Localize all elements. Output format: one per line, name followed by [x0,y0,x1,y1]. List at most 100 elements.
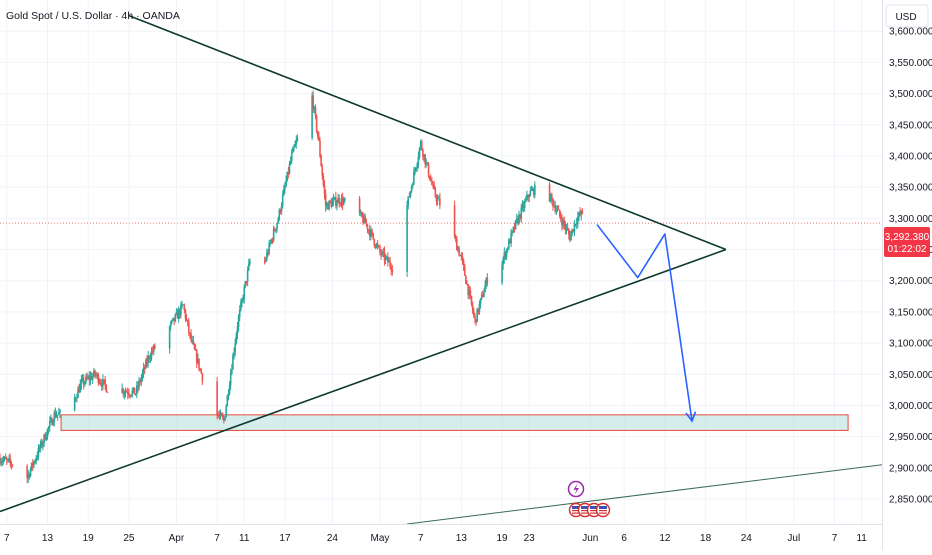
candle-body [341,197,344,205]
flag-stripe [572,512,580,514]
candle-body [141,372,144,378]
candle-body [580,210,583,216]
candle-body [485,278,488,286]
candle-body [413,171,415,185]
triangle-lower-trendline[interactable] [0,248,727,513]
candle-body [276,223,278,230]
x-tick-label: 13 [42,533,54,544]
support-zone[interactable] [60,414,849,431]
candle-body [503,252,506,259]
candle-body [220,413,223,416]
candle-body [504,252,507,258]
candle-body [51,418,53,425]
candle-body [456,239,458,251]
candle-body [26,465,28,478]
candle-body [194,349,197,351]
candle-body [420,141,423,150]
candle-body [376,244,379,246]
candle-body [521,204,524,208]
candle-body [272,229,275,241]
candle-body [143,367,146,369]
candle-body [365,223,368,225]
candle-body [316,130,319,137]
candle-body [229,373,232,386]
forecast-path[interactable] [596,224,693,422]
candle-body [182,304,184,306]
event-markers[interactable] [567,480,611,518]
triangle-pattern[interactable] [0,14,727,513]
candle-body [104,380,106,385]
candle-body [577,216,579,223]
candle-body [336,202,338,206]
candle-body [289,160,292,165]
symbol-title[interactable]: Gold Spot / U.S. Dollar · 4h · OANDA [6,10,180,22]
candle-body [234,343,236,352]
candle-body [382,251,385,253]
candle-body [228,385,231,394]
candle-body [85,376,87,383]
candle-body [82,378,85,385]
forecast-path-layer[interactable] [596,224,697,423]
candle-body [467,284,469,295]
candle-body [329,200,331,203]
candle-body [480,294,483,299]
candle-body [267,252,269,254]
candle-body [264,259,267,262]
candle-body [241,299,243,303]
candle-body [10,462,13,465]
candle-body [529,190,532,197]
x-tick-label: 7 [832,533,838,544]
candle-body [233,351,235,356]
candle-body [475,319,477,323]
candle-body [286,171,289,182]
x-tick-label: 17 [279,533,291,544]
candle-body [415,167,417,171]
candle-body [147,356,149,364]
candle-body [339,203,342,205]
candle-body [313,107,316,110]
candle-body [231,369,233,374]
candle-body [134,393,137,395]
candle-body [48,421,51,427]
triangle-upper-trendline[interactable] [128,14,727,251]
candle-body [406,205,408,272]
candle-body [35,458,37,462]
candle-body [407,196,410,206]
candle-body [99,382,102,384]
candle-body [439,198,441,206]
candle-body [367,229,370,231]
candle-body [96,374,99,376]
candle-body [81,378,84,380]
candle-body [190,333,192,341]
candle-body [189,332,191,334]
time-axis[interactable]: 7 13 19 25 Apr 7 11 17 24 May 7 13 19 23 Jun 6 12 18 24 Jul… [4,533,867,544]
candle-body [50,418,52,422]
candle-body [572,229,575,232]
candle-body [410,186,413,192]
x-tick-label: 18 [700,533,712,544]
y-tick-label: 2,900.000 [889,463,932,474]
candle-body [201,373,204,382]
candle-body [56,414,59,416]
candle-body [27,474,30,478]
candle-body [126,391,129,394]
current-price-tag[interactable]: 3,292.380 01:22:02 [884,227,930,257]
x-tick-label: 12 [659,533,671,544]
flag-stripe [590,512,598,514]
x-tick-label: 19 [496,533,508,544]
candle-body [73,397,76,411]
long-trendline[interactable] [407,464,883,525]
candle-body [525,199,527,202]
candle-body [243,286,246,300]
flag-canton [572,506,580,509]
candle-body [506,248,509,250]
candle-body [431,180,433,185]
candle-body [416,163,419,168]
currency-button[interactable] [885,4,929,28]
candle-body [530,190,533,192]
candle-body [364,216,367,224]
candle-body [95,374,97,376]
